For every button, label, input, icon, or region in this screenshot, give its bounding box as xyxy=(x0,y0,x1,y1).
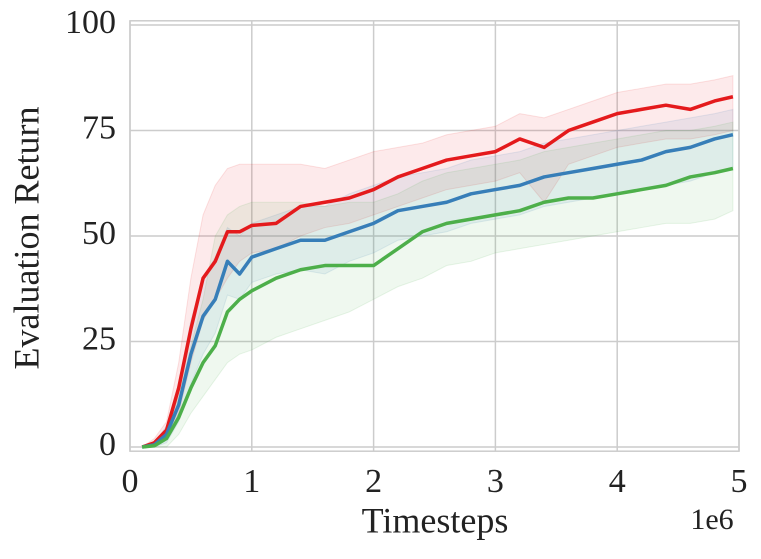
series-line xyxy=(141,133,734,449)
y-tick-label: 25 xyxy=(82,320,116,357)
x-tick-label: 3 xyxy=(487,463,504,500)
y-tick-label: 100 xyxy=(65,4,116,41)
confidence-band xyxy=(142,108,734,448)
x-tick-label: 2 xyxy=(365,463,382,500)
x-tick-label: 0 xyxy=(122,463,139,500)
x-tick-label: 1 xyxy=(243,463,260,500)
x-offset-label: 1e6 xyxy=(690,503,733,536)
x-axis-label: Timesteps xyxy=(362,500,509,540)
x-tick-label: 5 xyxy=(731,463,748,500)
y-tick-label: 75 xyxy=(82,109,116,146)
x-tick-label: 4 xyxy=(609,463,626,500)
confidence-band xyxy=(142,121,734,448)
y-tick-label: 0 xyxy=(99,426,116,463)
series-line xyxy=(141,166,734,449)
y-axis-label: Evaluation Return xyxy=(6,107,46,370)
plot-frame xyxy=(129,20,740,452)
y-tick-label: 50 xyxy=(82,215,116,252)
series-line xyxy=(141,95,734,449)
